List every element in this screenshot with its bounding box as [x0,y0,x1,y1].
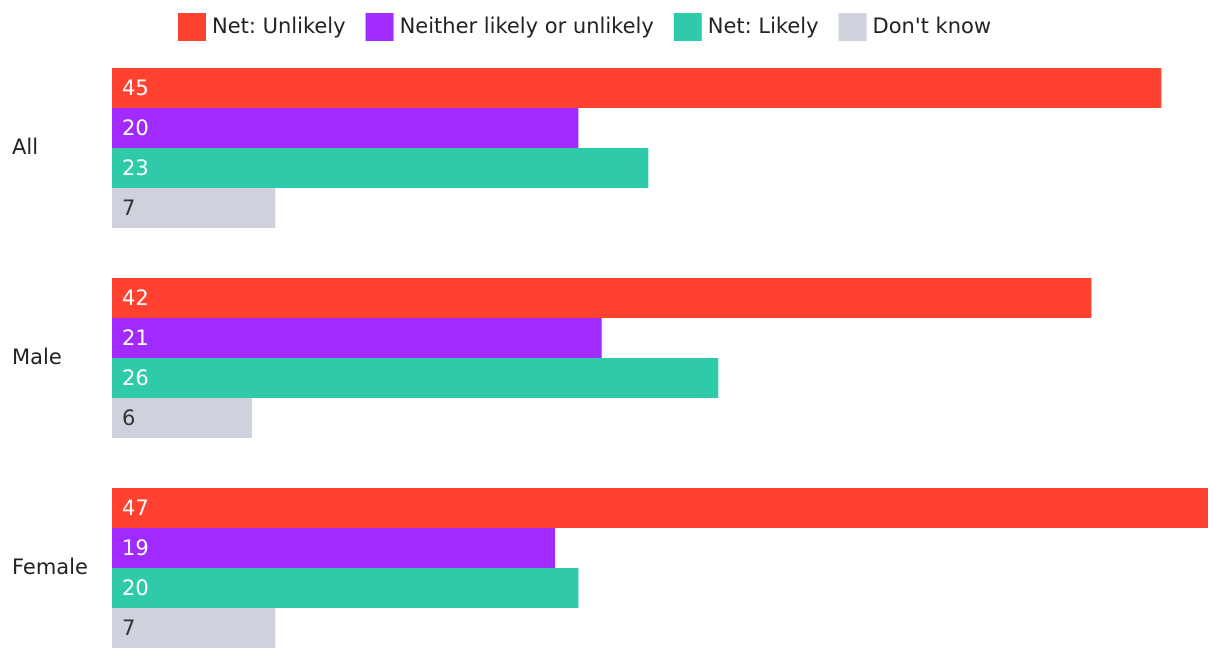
legend-label: Neither likely or unlikely [400,14,654,38]
bar [112,608,276,648]
bar [112,528,556,568]
category-label: Male [12,345,62,369]
data-label: 26 [122,366,149,390]
bar [112,148,649,188]
data-label: 19 [122,536,149,560]
legend-swatch [365,13,394,41]
bar [112,358,719,398]
legend-swatch [673,13,702,41]
data-label: 23 [122,156,149,180]
bar [112,188,276,228]
data-label: 45 [122,76,149,100]
bar [112,398,252,438]
data-label: 7 [122,196,135,220]
data-label: 21 [122,326,149,350]
category-label: Female [12,555,88,579]
legend-label: Don't know [873,14,992,38]
legend-swatch [838,13,867,41]
bar [112,278,1092,318]
bar [112,568,579,608]
bar [112,68,1162,108]
data-label: 42 [122,286,149,310]
data-label: 47 [122,496,149,520]
bar [112,488,1208,528]
legend-label: Net: Likely [708,14,819,38]
category-label: All [12,135,38,159]
data-label: 20 [122,116,149,140]
legend-swatch [178,13,206,41]
bar [112,108,579,148]
data-label: 20 [122,576,149,600]
data-label: 7 [122,616,135,640]
legend-label: Net: Unlikely [212,14,346,38]
data-label: 6 [122,406,135,430]
bar [112,318,602,358]
